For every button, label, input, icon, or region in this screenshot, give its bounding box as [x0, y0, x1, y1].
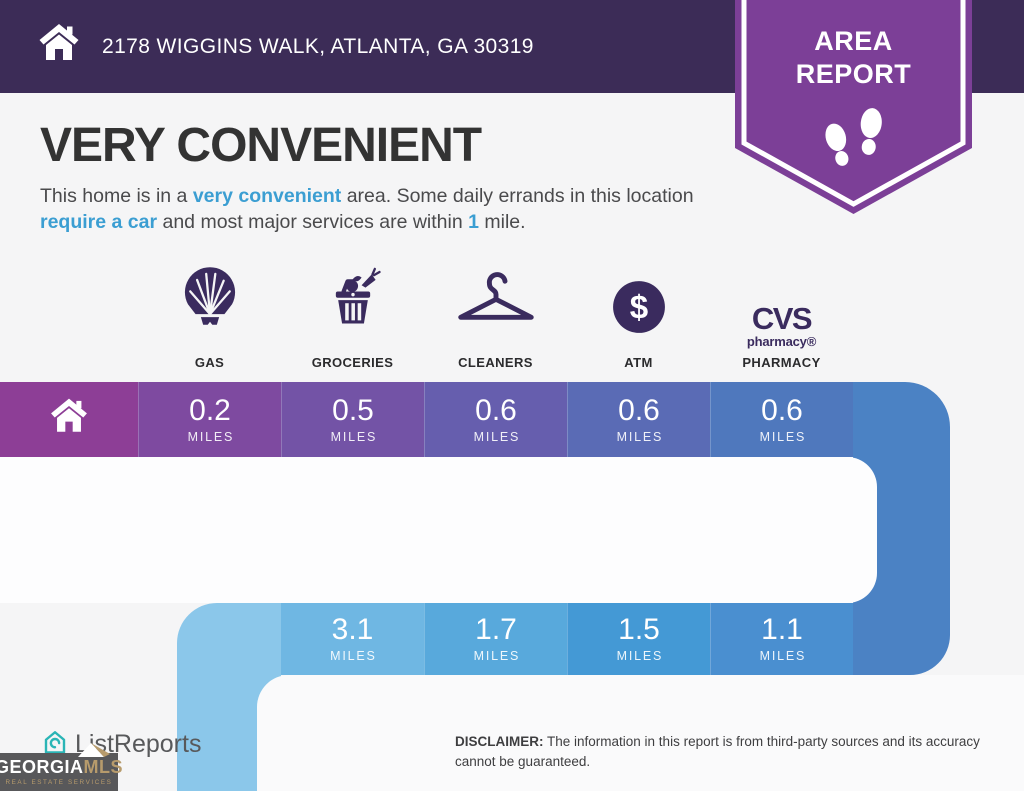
listreports-house-icon	[40, 727, 70, 762]
disclaimer-text: The information in this report is from t…	[455, 734, 980, 769]
disclaimer: DISCLAIMER: The information in this repo…	[455, 732, 990, 771]
bottom-content-panel	[257, 675, 1024, 791]
grocery-basket-icon	[314, 265, 392, 348]
amenity-label: PHARMACY	[742, 355, 821, 370]
distance-cell-cleaners: 0.6 MILES	[424, 382, 567, 457]
distance-cell-movie-theater: 3.1 MILES	[281, 603, 424, 675]
distance-cell-atm: 0.6 MILES	[567, 382, 710, 457]
amenity-cleaners: CLEANERS	[424, 260, 567, 370]
amenity-label: ATM	[624, 355, 653, 370]
amenity-label: CLEANERS	[458, 355, 533, 370]
distance-cell-pharmacy: 0.6 MILES	[710, 382, 853, 457]
badge-title: AREA REPORT	[795, 26, 912, 89]
summary-highlight: require a car	[40, 210, 158, 233]
home-icon	[46, 394, 92, 445]
distance-cell-coffee: 1.1 MILES	[710, 603, 853, 675]
hanger-icon	[455, 267, 537, 348]
distance-cell-gas: 0.2 MILES	[138, 382, 281, 457]
distance-cell-gym: 1.5 MILES	[567, 603, 710, 675]
distance-cell-medical: 1.7 MILES	[424, 603, 567, 675]
home-icon	[34, 19, 84, 74]
summary-paragraph: This home is in a very convenient area. …	[40, 184, 712, 236]
summary-highlight: 1	[468, 210, 479, 233]
area-report-badge: AREA REPORT	[735, 0, 972, 218]
amenity-gas: GAS	[138, 260, 281, 370]
property-address: 2178 WIGGINS WALK, ATLANTA, GA 30319	[102, 34, 534, 58]
summary-highlight: very convenient	[192, 185, 342, 207]
mls-wordmark: GEORGIAMLS	[0, 757, 124, 777]
mountain-peak-icon	[76, 741, 110, 762]
distance-bar-row-1: 0.2 MILES 0.5 MILES 0.6 MILES 0.6 MILES …	[0, 382, 853, 457]
distance-bar-row-2: 3.1 MILES 1.7 MILES 1.5 MILES 1.1 MILES	[281, 603, 853, 675]
amenity-atm: $ ATM	[567, 260, 710, 370]
mls-tagline: REAL ESTATE SERVICES	[5, 779, 113, 786]
georgia-mls-logo: GEORGIAMLS REAL ESTATE SERVICES	[0, 743, 123, 791]
amenity-label: GAS	[194, 355, 225, 370]
summary-text: mile.	[478, 210, 526, 233]
summary-text: This home is in a	[40, 185, 193, 207]
distance-cell-groceries: 0.5 MILES	[281, 382, 424, 457]
summary-text: area. Some daily errands in this locatio…	[341, 185, 694, 207]
amenity-pharmacy: CVS pharmacy® PHARMACY	[710, 260, 853, 370]
svg-text:$: $	[629, 290, 647, 327]
amenity-groceries: GROCERIES	[281, 260, 424, 370]
ribbon-shape	[735, 0, 972, 214]
middle-content-panel	[0, 457, 877, 603]
home-segment	[0, 382, 138, 457]
dollar-circle-icon: $	[603, 271, 675, 348]
cvs-pharmacy-logo: CVS pharmacy®	[746, 301, 817, 349]
amenity-label: GROCERIES	[311, 355, 394, 370]
page-title: VERY CONVENIENT	[40, 119, 482, 172]
summary-text: and most major services are within	[157, 210, 469, 233]
disclaimer-label: DISCLAIMER:	[455, 734, 544, 749]
shell-gas-icon	[172, 267, 248, 348]
